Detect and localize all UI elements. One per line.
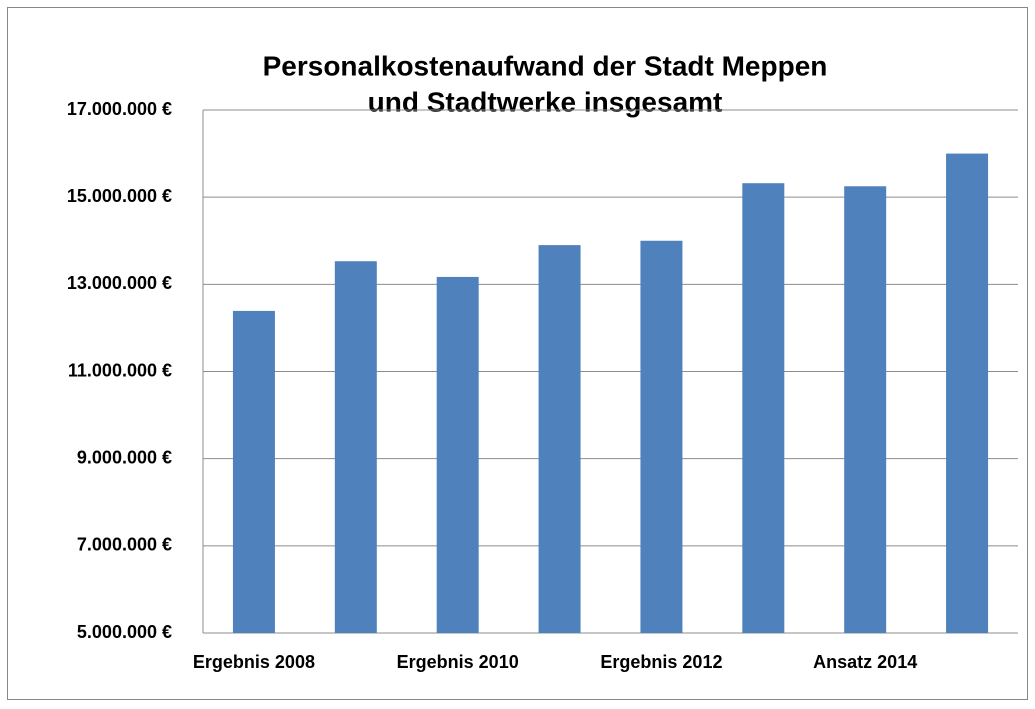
y-tick-label: 17.000.000 €	[67, 99, 172, 119]
bar	[232, 310, 275, 633]
x-tick-label: Ergebnis 2008	[193, 652, 315, 672]
chart-title: Personalkostenaufwand der Stadt Meppen	[263, 50, 828, 81]
y-tick-label: 5.000.000 €	[77, 622, 172, 642]
bar	[436, 276, 479, 633]
y-tick-label: 11.000.000 €	[68, 360, 172, 380]
y-tick-label: 7.000.000 €	[77, 535, 172, 555]
x-tick-label: Ansatz 2014	[813, 652, 917, 672]
y-tick-label: 13.000.000 €	[67, 273, 172, 293]
bar	[538, 245, 581, 633]
x-tick-label: Ergebnis 2012	[600, 652, 722, 672]
y-tick-label: 9.000.000 €	[77, 447, 172, 467]
x-tick-label: Ergebnis 2010	[397, 652, 519, 672]
bar	[844, 186, 887, 634]
y-tick-label: 15.000.000 €	[67, 186, 172, 206]
bar	[946, 153, 989, 634]
chart-title: und Stadtwerke insgesamt	[368, 86, 723, 117]
bar	[334, 261, 377, 633]
bar	[742, 183, 785, 633]
bar	[640, 240, 683, 633]
